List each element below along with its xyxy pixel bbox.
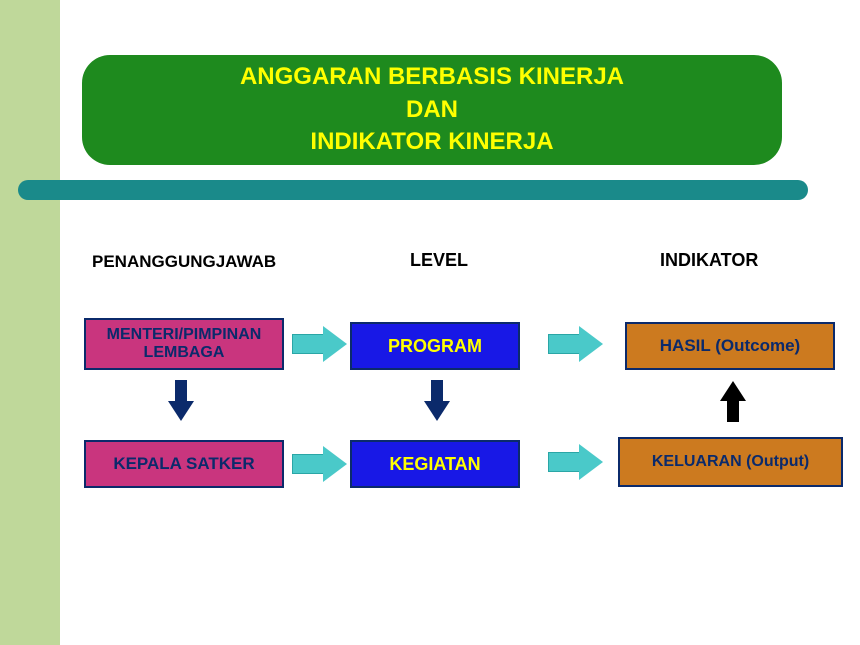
box-menteri: MENTERI/PIMPINANLEMBAGA (84, 318, 284, 370)
box-program: PROGRAM (350, 322, 520, 370)
arrow-up-icon (720, 380, 746, 422)
arrow-right-icon (548, 326, 604, 362)
arrow-right-icon (292, 446, 348, 482)
box-hasil: HASIL (Outcome) (625, 322, 835, 370)
box-label: KELUARAN (Output) (652, 453, 809, 471)
column-header-level: LEVEL (410, 250, 468, 271)
box-label: MENTERI/PIMPINANLEMBAGA (107, 326, 262, 362)
box-label: KEGIATAN (389, 454, 480, 475)
box-label: KEPALA SATKER (113, 454, 254, 474)
slide-title: ANGGARAN BERBASIS KINERJA DAN INDIKATOR … (82, 55, 782, 165)
arrow-down-icon (424, 380, 450, 422)
sidebar-accent (0, 0, 60, 645)
box-label: HASIL (Outcome) (660, 336, 800, 356)
arrow-right-icon (292, 326, 348, 362)
box-label: PROGRAM (388, 336, 482, 357)
title-line-3: INDIKATOR KINERJA (310, 126, 553, 158)
column-header-indikator: INDIKATOR (660, 250, 758, 271)
box-kegiatan: KEGIATAN (350, 440, 520, 488)
box-kepala-satker: KEPALA SATKER (84, 440, 284, 488)
column-header-penanggungjawab: PENANGGUNGJAWAB (92, 252, 276, 272)
box-keluaran: KELUARAN (Output) (618, 437, 843, 487)
arrow-down-icon (168, 380, 194, 422)
title-line-1: ANGGARAN BERBASIS KINERJA (240, 61, 624, 93)
arrow-right-icon (548, 444, 604, 480)
title-line-2: DAN (406, 94, 458, 126)
accent-bar (18, 180, 808, 200)
